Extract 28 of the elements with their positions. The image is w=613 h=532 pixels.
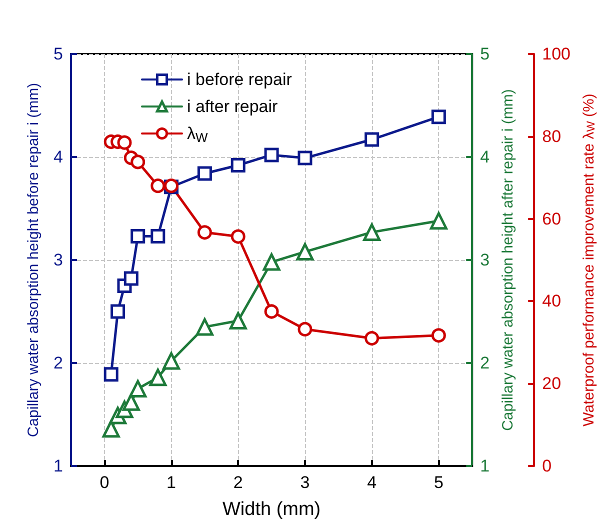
y2-tick-label: 3 — [480, 250, 490, 270]
y-tick-label: 4 — [54, 148, 63, 166]
y3-tick-label: 100 — [542, 44, 570, 64]
x-tick-label: 1 — [166, 473, 176, 492]
x-tick-label: 4 — [367, 473, 377, 492]
y-tick-label: 3 — [54, 250, 63, 270]
x-tick-label: 3 — [300, 473, 310, 492]
x-tick-label: 5 — [434, 473, 444, 492]
y-tick-label: 2 — [54, 354, 63, 372]
y2-tick-label: 1 — [480, 456, 490, 476]
y2-tick-label: 5 — [480, 44, 490, 64]
y3-tick-label: 20 — [542, 374, 562, 394]
y3-tick-label: 0 — [542, 456, 552, 476]
y3-axis-title: Waterproof performance improvement rate λW (%) — [580, 94, 598, 426]
y3-tick-label: 80 — [542, 126, 562, 146]
y2-axis-title: Capillary water absorption height after repair i (mm) — [499, 89, 516, 431]
x-axis-title: Width (mm) — [222, 499, 321, 520]
legend-label: i after repair — [187, 97, 278, 116]
y3-tick-label: 40 — [542, 292, 562, 311]
x-tick-label: 0 — [100, 473, 110, 492]
y3-tick-label: 60 — [542, 209, 562, 228]
x-tick-label: 2 — [233, 473, 243, 492]
y2-tick-label: 2 — [480, 354, 490, 372]
y-tick-label: 5 — [54, 44, 63, 64]
y-tick-label: 1 — [54, 456, 63, 476]
legend-label: i before repair — [187, 70, 292, 89]
y2-tick-label: 4 — [480, 148, 490, 166]
y-axis-title: Capillary water absorption height before repair i (mm) — [25, 82, 42, 438]
